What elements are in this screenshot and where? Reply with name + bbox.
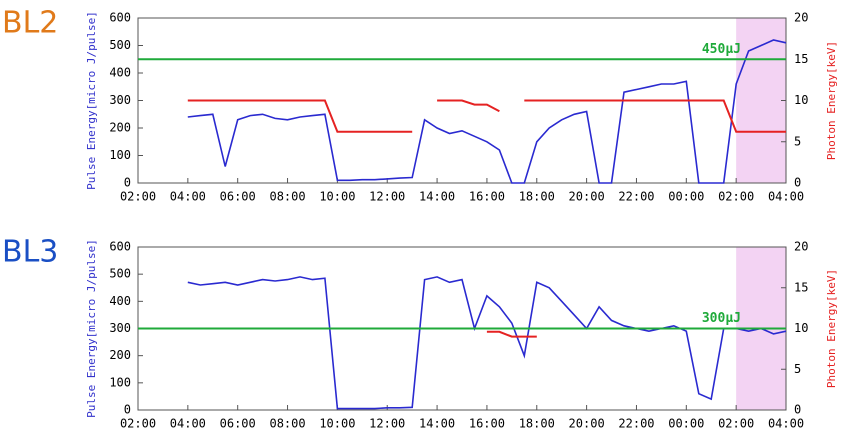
series-line bbox=[486, 330, 537, 338]
y-tick-label: 600 bbox=[109, 11, 131, 25]
series-line bbox=[187, 276, 787, 410]
y2-tick-label: 10 bbox=[794, 321, 808, 335]
x-tick-label: 06:00 bbox=[220, 417, 256, 431]
y-tick-label: 100 bbox=[109, 375, 131, 389]
y-tick-label: 400 bbox=[109, 66, 131, 80]
y-tick-label: 0 bbox=[124, 403, 131, 417]
y2-axis-label: Photon Energy[keV] bbox=[825, 269, 838, 388]
y2-axis-label: Photon Energy[keV] bbox=[825, 41, 838, 160]
x-tick-label: 18:00 bbox=[519, 190, 555, 204]
y2-tick-label: 5 bbox=[794, 362, 801, 376]
x-tick-label: 22:00 bbox=[618, 190, 654, 204]
y2-tick-label: 15 bbox=[794, 280, 808, 294]
y2-tick-label: 20 bbox=[794, 240, 808, 254]
x-tick-label: 06:00 bbox=[220, 190, 256, 204]
y-tick-label: 0 bbox=[124, 176, 131, 190]
x-tick-label: 16:00 bbox=[469, 190, 505, 204]
x-tick-label: 02:00 bbox=[120, 417, 156, 431]
x-tick-label: 10:00 bbox=[319, 417, 355, 431]
x-tick-label: 08:00 bbox=[269, 190, 305, 204]
y2-tick-label: 15 bbox=[794, 52, 808, 66]
x-tick-label: 10:00 bbox=[319, 190, 355, 204]
x-tick-label: 02:00 bbox=[120, 190, 156, 204]
y-tick-label: 500 bbox=[109, 38, 131, 52]
x-tick-label: 00:00 bbox=[668, 417, 704, 431]
x-tick-label: 02:00 bbox=[718, 190, 754, 204]
y2-tick-label: 5 bbox=[794, 134, 801, 148]
y2-tick-label: 0 bbox=[794, 403, 801, 417]
x-tick-label: 20:00 bbox=[569, 190, 605, 204]
series-line bbox=[187, 39, 787, 184]
y-tick-label: 200 bbox=[109, 348, 131, 362]
x-tick-label: 12:00 bbox=[369, 190, 405, 204]
chart-title: BL3 bbox=[2, 235, 58, 270]
x-tick-label: 12:00 bbox=[369, 417, 405, 431]
y2-tick-label: 20 bbox=[794, 11, 808, 25]
x-tick-label: 22:00 bbox=[618, 417, 654, 431]
y-axis-label: Pulse Energy[micro J/pulse] bbox=[85, 239, 98, 418]
chart-title: BL2 bbox=[2, 6, 58, 41]
x-tick-label: 14:00 bbox=[419, 190, 455, 204]
y-tick-label: 200 bbox=[109, 121, 131, 135]
reference-label: 450μJ bbox=[702, 42, 741, 57]
x-tick-label: 04:00 bbox=[768, 190, 804, 204]
y-axis-label: Pulse Energy[micro J/pulse] bbox=[85, 11, 98, 190]
y-tick-label: 300 bbox=[109, 321, 131, 335]
y-tick-label: 500 bbox=[109, 267, 131, 281]
y-tick-label: 400 bbox=[109, 294, 131, 308]
x-tick-label: 18:00 bbox=[519, 417, 555, 431]
x-tick-label: 04:00 bbox=[768, 417, 804, 431]
highlight-region bbox=[736, 18, 786, 183]
y2-tick-label: 0 bbox=[794, 176, 801, 190]
y-tick-label: 100 bbox=[109, 148, 131, 162]
x-tick-label: 04:00 bbox=[170, 190, 206, 204]
y-tick-label: 600 bbox=[109, 240, 131, 254]
x-tick-label: 00:00 bbox=[668, 190, 704, 204]
y2-tick-label: 10 bbox=[794, 93, 808, 107]
x-tick-label: 08:00 bbox=[269, 417, 305, 431]
x-tick-label: 16:00 bbox=[469, 417, 505, 431]
x-tick-label: 04:00 bbox=[170, 417, 206, 431]
x-tick-label: 20:00 bbox=[569, 417, 605, 431]
x-tick-label: 14:00 bbox=[419, 417, 455, 431]
y-tick-label: 300 bbox=[109, 93, 131, 107]
x-tick-label: 02:00 bbox=[718, 417, 754, 431]
series-line bbox=[187, 99, 786, 133]
reference-label: 300μJ bbox=[702, 311, 741, 326]
